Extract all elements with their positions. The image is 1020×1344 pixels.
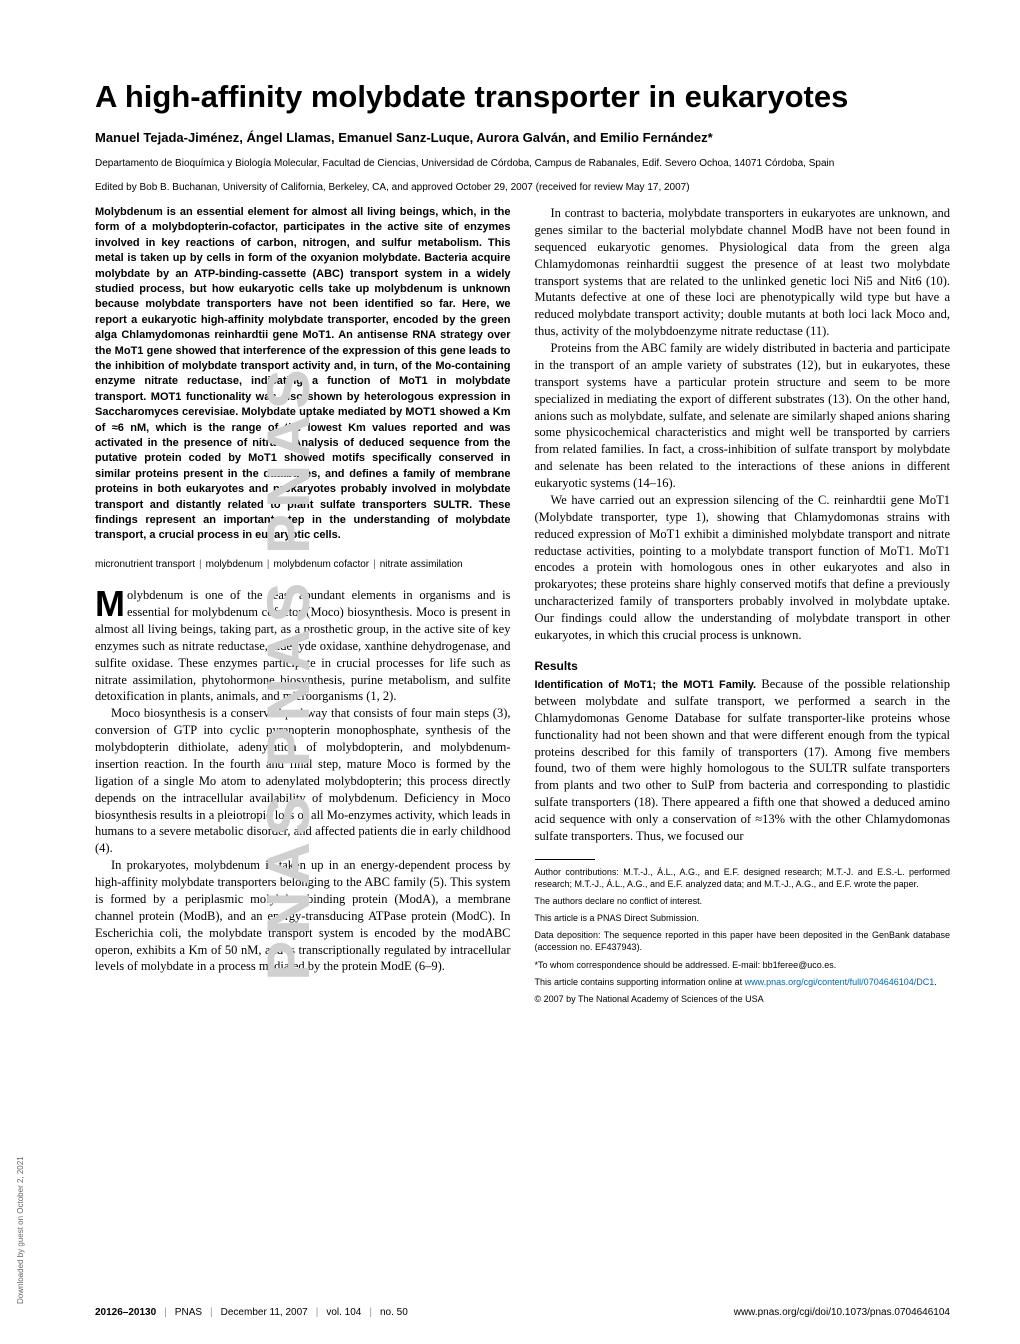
- footnote-rule: [535, 859, 595, 860]
- authors-line: Manuel Tejada-Jiménez, Ángel Llamas, Ema…: [95, 130, 950, 145]
- author-contributions: Author contributions: M.T.-J., Á.L., A.G…: [535, 866, 951, 890]
- pnas-watermark: PNAS PNAS PNAS: [254, 363, 323, 980]
- supporting-link[interactable]: www.pnas.org/cgi/content/full/0704646104…: [745, 977, 935, 987]
- supporting-info: This article contains supporting informa…: [535, 976, 951, 988]
- two-column-body: Molybdenum is an essential element for a…: [95, 205, 950, 1010]
- conflict-statement: The authors declare no conflict of inter…: [535, 895, 951, 907]
- page-footer: 20126–20130|PNAS|December 11, 2007|vol. …: [95, 1307, 950, 1318]
- results-subheading: Identification of MoT1; the MOT1 Family.: [535, 679, 757, 691]
- correspondence: *To whom correspondence should be addres…: [535, 959, 951, 971]
- edited-by: Edited by Bob B. Buchanan, University of…: [95, 182, 950, 193]
- submission-type: This article is a PNAS Direct Submission…: [535, 912, 951, 924]
- intro-para-4: In contrast to bacteria, molybdate trans…: [535, 205, 951, 340]
- download-note: Downloaded by guest on October 2, 2021: [16, 1156, 25, 1304]
- results-para: Identification of MoT1; the MOT1 Family.…: [535, 676, 951, 845]
- intro-para-6: We have carried out an expression silenc…: [535, 492, 951, 644]
- intro-para-5: Proteins from the ABC family are widely …: [535, 340, 951, 492]
- article-title: A high-affinity molybdate transporter in…: [95, 80, 950, 114]
- footer-left: 20126–20130|PNAS|December 11, 2007|vol. …: [95, 1307, 408, 1318]
- data-deposition: Data deposition: The sequence reported i…: [535, 929, 951, 953]
- copyright: © 2007 by The National Academy of Scienc…: [535, 993, 951, 1005]
- footer-right: www.pnas.org/cgi/doi/10.1073/pnas.070464…: [734, 1307, 950, 1318]
- results-heading: Results: [535, 658, 951, 674]
- dropcap: M: [95, 587, 127, 620]
- page-content: A high-affinity molybdate transporter in…: [0, 0, 1020, 1050]
- affiliation: Departamento de Bioquímica y Biología Mo…: [95, 157, 950, 170]
- keyword: nitrate assimilation: [380, 559, 463, 570]
- keyword: micronutrient transport: [95, 559, 195, 570]
